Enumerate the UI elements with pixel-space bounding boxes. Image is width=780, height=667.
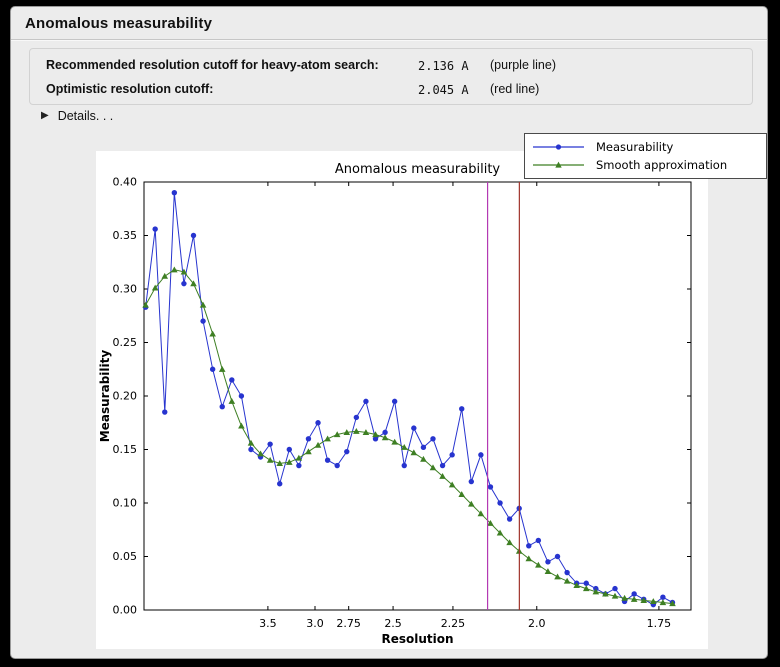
cutoff-info-group: Recommended resolution cutoff for heavy-… — [29, 48, 753, 105]
details-expander[interactable]: ▶ Details. . . — [41, 109, 113, 123]
optimistic-cutoff-label: Optimistic resolution cutoff: — [46, 82, 214, 96]
svg-text:2.75: 2.75 — [336, 617, 361, 630]
svg-text:0.00: 0.00 — [113, 604, 138, 617]
optimistic-cutoff-value: 2.045 A — [418, 83, 469, 97]
svg-text:0.30: 0.30 — [113, 283, 138, 296]
title-separator — [11, 39, 767, 41]
svg-text:3.5: 3.5 — [259, 617, 277, 630]
svg-text:0.15: 0.15 — [113, 443, 138, 456]
measurability-line-sample-icon — [533, 144, 584, 150]
details-label: Details. . . — [57, 109, 114, 123]
expander-triangle-icon: ▶ — [41, 110, 49, 121]
svg-text:2.5: 2.5 — [384, 617, 402, 630]
legend-entry-measurability: Measurability — [531, 138, 760, 156]
svg-text:1.75: 1.75 — [647, 617, 672, 630]
svg-text:0.25: 0.25 — [113, 336, 138, 349]
svg-text:0.05: 0.05 — [113, 550, 138, 563]
smooth-approximation-line-sample-icon — [533, 161, 584, 168]
svg-text:Measurability: Measurability — [98, 350, 112, 443]
anomalous-measurability-panel: Anomalous measurability Recommended reso… — [10, 6, 768, 659]
recommended-cutoff-label: Recommended resolution cutoff for heavy-… — [46, 58, 379, 72]
svg-text:2.0: 2.0 — [528, 617, 546, 630]
recommended-cutoff-row: Recommended resolution cutoff for heavy-… — [46, 58, 744, 74]
svg-text:0.10: 0.10 — [113, 497, 138, 510]
recommended-cutoff-value: 2.136 A — [418, 59, 469, 73]
svg-text:0.35: 0.35 — [113, 229, 138, 242]
optimistic-cutoff-row: Optimistic resolution cutoff: 2.045 A (r… — [46, 82, 744, 98]
svg-text:0.20: 0.20 — [113, 390, 138, 403]
legend-entry-smooth-approximation: Smooth approximation — [531, 156, 760, 174]
optimistic-cutoff-note: (red line) — [490, 82, 540, 96]
svg-text:2.25: 2.25 — [441, 617, 466, 630]
recommended-cutoff-note: (purple line) — [490, 58, 557, 72]
svg-text:Resolution: Resolution — [381, 632, 453, 646]
legend-label-measurability: Measurability — [596, 140, 674, 154]
chart-legend: Measurability Smooth approximation — [524, 133, 767, 179]
svg-text:0.40: 0.40 — [113, 176, 138, 189]
svg-text:Anomalous measurability: Anomalous measurability — [335, 162, 501, 177]
measurability-chart-figure: Anomalous measurability 0.00 0.05 0.10 0.15 0… — [96, 151, 708, 649]
page-title: Anomalous measurability — [25, 15, 213, 32]
svg-text:3.0: 3.0 — [306, 617, 324, 630]
measurability-chart: Anomalous measurability 0.00 0.05 0.10 0.15 0… — [98, 162, 692, 646]
legend-label-smooth-approximation: Smooth approximation — [596, 158, 728, 172]
